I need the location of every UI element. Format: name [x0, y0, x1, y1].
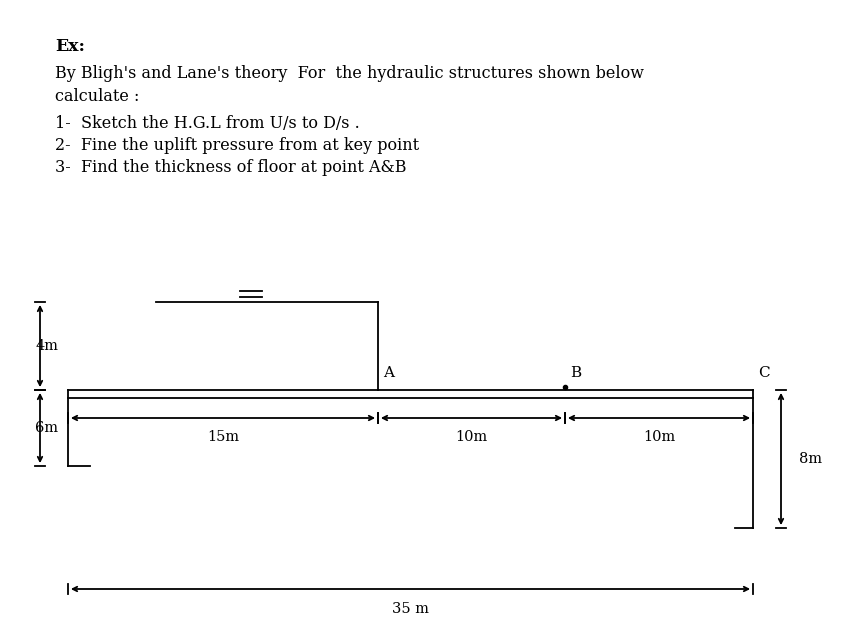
- Text: 10m: 10m: [456, 430, 488, 444]
- Text: 3-  Find the thickness of floor at point A&B: 3- Find the thickness of floor at point …: [55, 159, 406, 176]
- Text: 35 m: 35 m: [392, 602, 429, 616]
- Text: A: A: [383, 366, 394, 380]
- Text: 2-  Fine the uplift pressure from at key point: 2- Fine the uplift pressure from at key …: [55, 137, 419, 154]
- Text: Ex:: Ex:: [55, 38, 85, 55]
- Text: 4m: 4m: [35, 339, 58, 353]
- Text: 6m: 6m: [35, 421, 58, 435]
- Text: 10m: 10m: [643, 430, 675, 444]
- Text: 1-  Sketch the H.G.L from U/s to D/s .: 1- Sketch the H.G.L from U/s to D/s .: [55, 115, 359, 132]
- Text: C: C: [758, 366, 770, 380]
- Text: 15m: 15m: [207, 430, 239, 444]
- Text: B: B: [570, 366, 581, 380]
- Text: 8m: 8m: [799, 452, 822, 466]
- Text: By Bligh's and Lane's theory  For  the hydraulic structures shown below: By Bligh's and Lane's theory For the hyd…: [55, 65, 644, 82]
- Text: calculate :: calculate :: [55, 88, 139, 105]
